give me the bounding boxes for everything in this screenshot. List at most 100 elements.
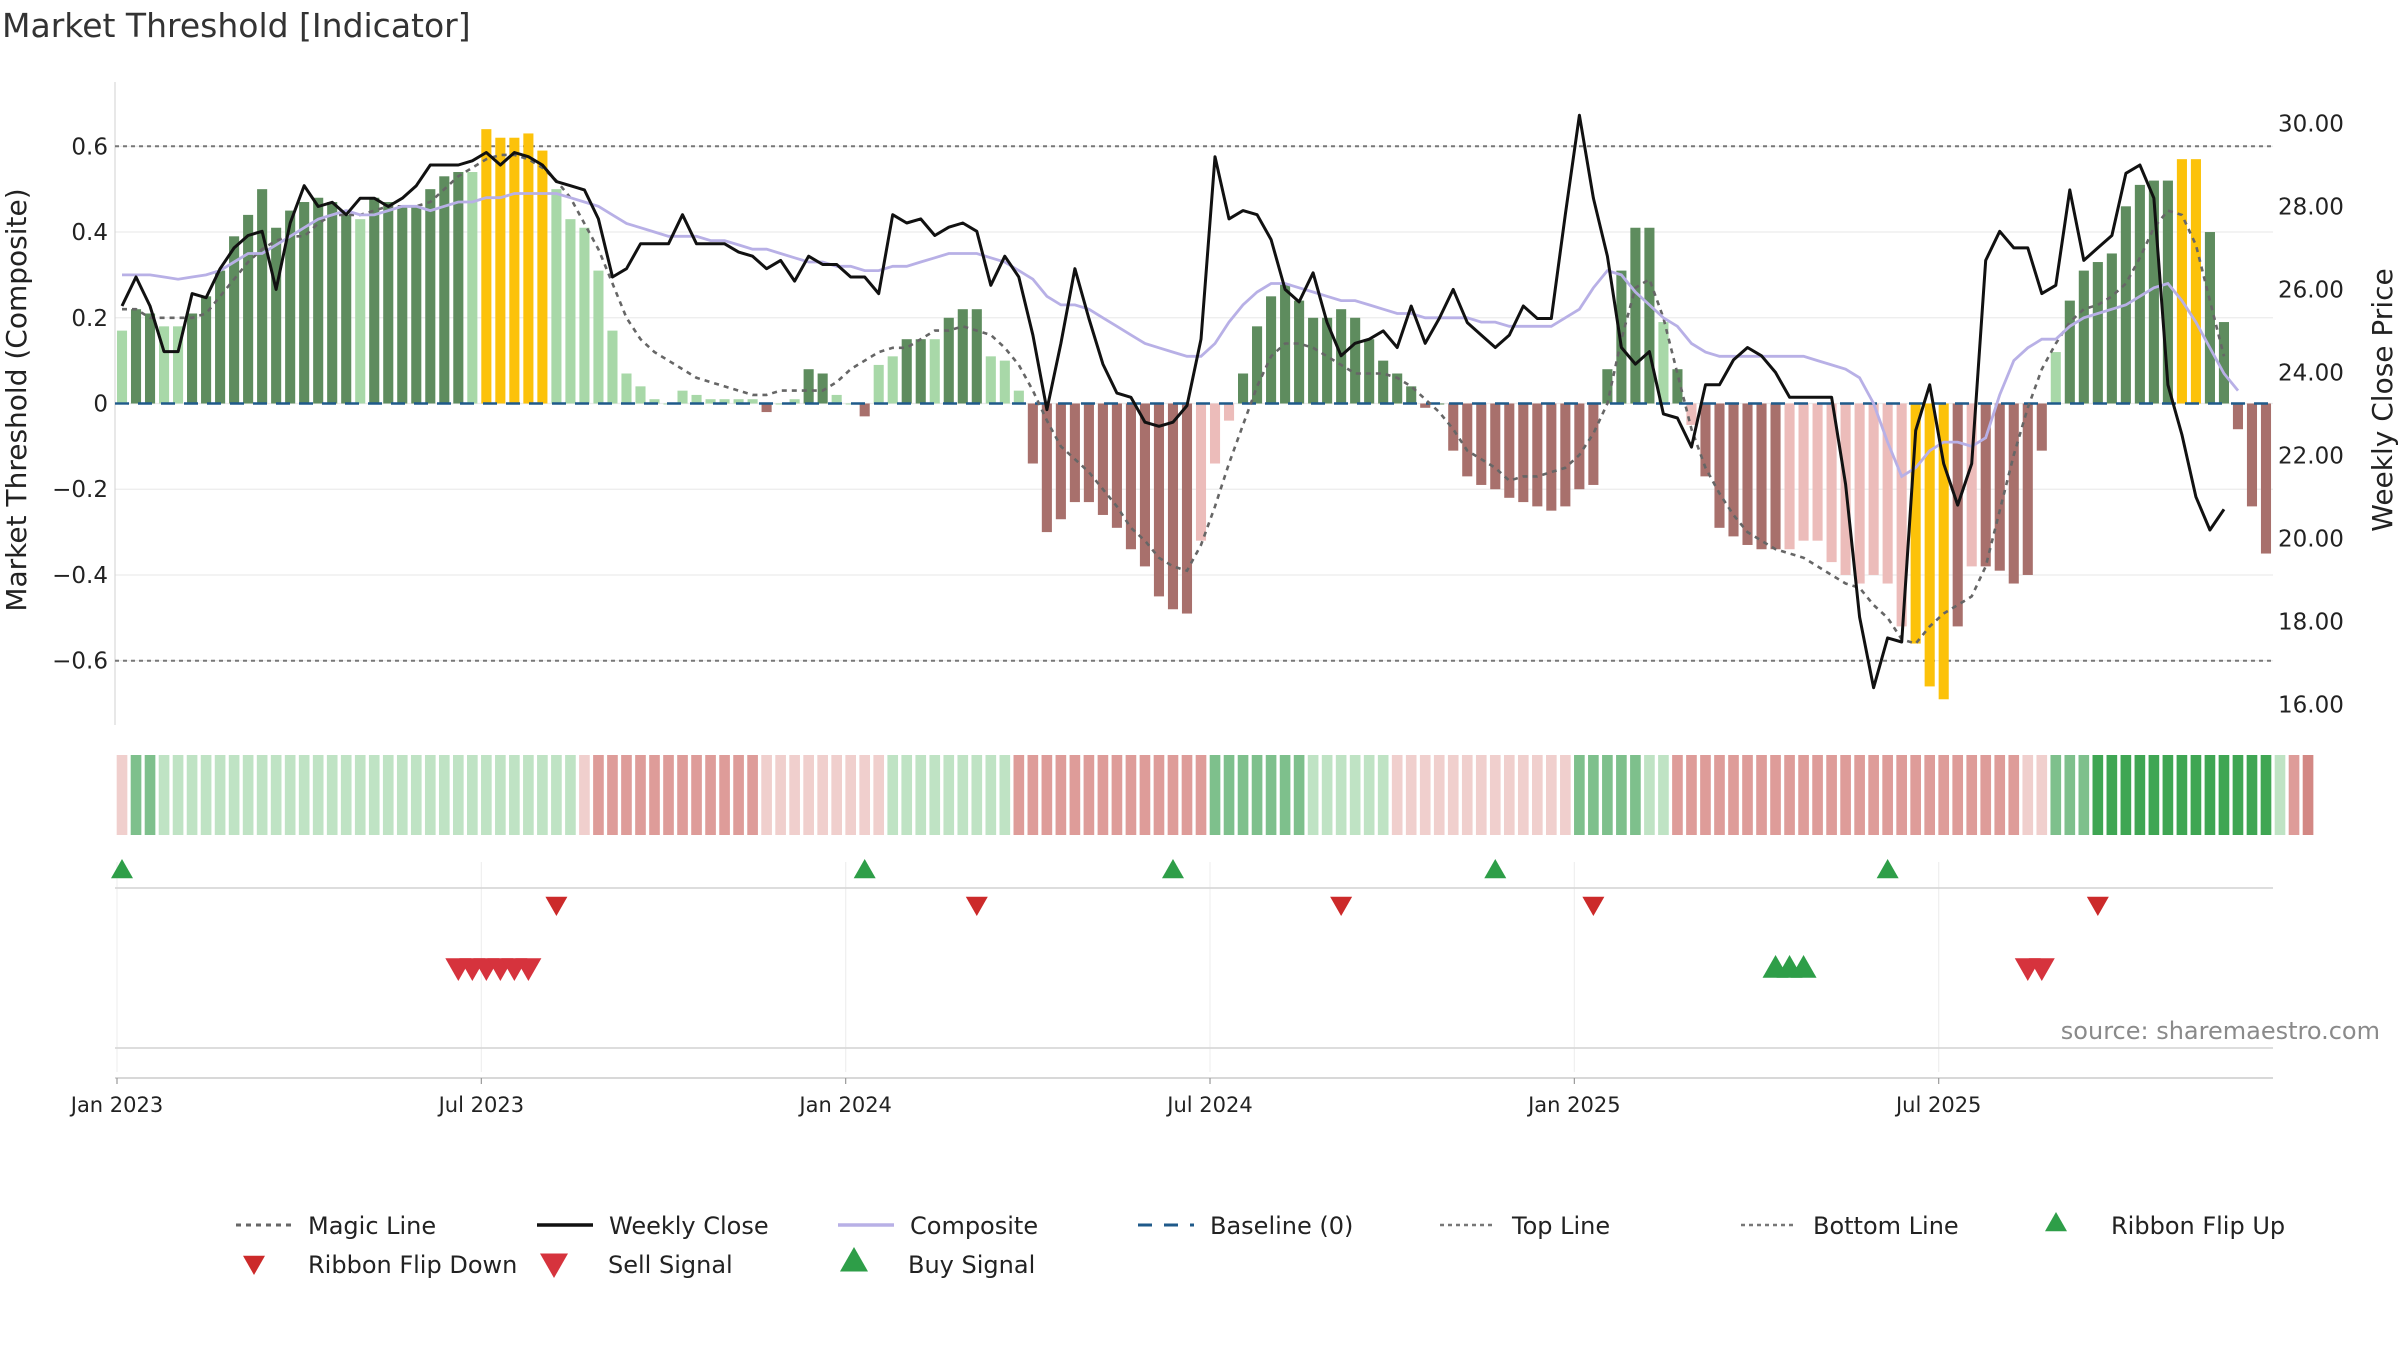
ribbon-cell — [1700, 755, 1711, 835]
ribbon-cell — [1812, 755, 1823, 835]
ribbon-cell — [509, 755, 520, 835]
ribbon-cell — [1419, 755, 1431, 835]
ribbon-cell — [410, 755, 422, 835]
histogram-bar — [411, 206, 422, 404]
ribbon-cell — [1714, 755, 1725, 835]
legend-label: Top Line — [1511, 1212, 1610, 1240]
histogram-bar — [1560, 403, 1571, 507]
histogram-bar — [1209, 403, 1221, 464]
histogram-bar — [187, 313, 198, 404]
x-tick-label: Jul 2023 — [437, 1093, 524, 1117]
histogram-bar — [1742, 403, 1753, 545]
ribbon-cell — [2050, 755, 2062, 835]
legend: Magic Line Weekly Close Composite Baseline … — [236, 1212, 2285, 1279]
histogram-bar — [1420, 403, 1431, 408]
left-tick-label: 0 — [93, 392, 108, 418]
histogram-bar — [1153, 403, 1165, 597]
ribbon-cell — [200, 755, 212, 835]
legend-swatch-flip-down — [243, 1255, 265, 1275]
histogram-bar — [1392, 373, 1403, 404]
histogram-bar — [1770, 403, 1781, 550]
ribbon-cell — [1531, 755, 1543, 835]
histogram-bar — [817, 373, 828, 404]
histogram-bar — [383, 202, 394, 404]
ribbon-cell — [2218, 755, 2230, 835]
ribbon-cell — [1503, 755, 1515, 835]
histogram-bar — [2246, 403, 2258, 507]
ribbon-flip-down-marker — [965, 896, 988, 916]
ribbon-cell — [2106, 755, 2118, 835]
histogram-bar — [2078, 270, 2089, 404]
ribbon-cell — [971, 755, 983, 835]
histogram-bar — [607, 330, 618, 404]
histogram-bar — [439, 176, 450, 404]
ribbon-cell — [1293, 755, 1305, 835]
histogram-bar — [1308, 317, 1319, 404]
histogram-bar — [719, 399, 730, 404]
histogram-bar — [1896, 403, 1907, 627]
histogram-bar — [2232, 403, 2244, 430]
ribbon-cell — [593, 755, 604, 835]
ribbon-cell — [1630, 755, 1641, 835]
histogram-bar — [425, 189, 436, 404]
state-ribbon — [116, 755, 2314, 835]
histogram-bar — [2106, 253, 2117, 404]
histogram-bar — [859, 403, 870, 417]
histogram-bar — [1181, 403, 1193, 614]
histogram-bar — [2036, 403, 2047, 451]
right-tick-label: 28.00 — [2278, 194, 2344, 220]
ribbon-cell — [663, 755, 674, 835]
histogram-bar — [691, 394, 702, 404]
legend-label: Ribbon Flip Down — [308, 1251, 517, 1279]
histogram-bar — [144, 313, 156, 404]
histogram-bar — [1378, 360, 1389, 404]
histogram-bar — [495, 137, 506, 404]
histogram-bar — [2134, 184, 2145, 404]
ribbon-cell — [2022, 755, 2034, 835]
ribbon-cell — [2008, 755, 2020, 835]
ribbon-cell — [1083, 755, 1095, 835]
histogram-bar — [257, 189, 268, 404]
histogram-bar — [1266, 296, 1277, 404]
histogram-bar — [649, 399, 660, 404]
ribbon-cell — [1798, 755, 1809, 835]
histogram-bar — [1952, 403, 1963, 627]
histogram-bar — [1490, 403, 1501, 490]
ribbon-cell — [2092, 755, 2104, 835]
histogram-bar — [453, 172, 464, 404]
histogram-bar — [1574, 403, 1585, 490]
histogram-bar — [2162, 180, 2173, 404]
ribbon-cell — [1125, 755, 1137, 835]
ribbon-cell — [1840, 755, 1851, 835]
ribbon-cell — [1770, 755, 1781, 835]
ribbon-flip-up-marker — [853, 859, 876, 879]
histogram-bar — [285, 210, 296, 404]
right-y-axis: 30.00 28.00 26.00 24.00 22.00 20.00 18.00 16.00 — [2278, 111, 2344, 718]
ribbon-cell — [1041, 755, 1053, 835]
ribbon-flip-up-marker — [1876, 859, 1899, 879]
ribbon-cell — [1742, 755, 1753, 835]
ribbon-cell — [635, 755, 646, 835]
histogram-bar — [2218, 322, 2229, 404]
histogram-bar — [775, 403, 786, 405]
ribbon-cell — [1111, 755, 1123, 835]
ribbon-cell — [1994, 755, 2006, 835]
ribbon-cell — [1868, 755, 1879, 835]
legend-label: Ribbon Flip Up — [2111, 1212, 2285, 1240]
ribbon-cell — [312, 755, 324, 835]
histogram-bar — [1476, 403, 1487, 485]
ribbon-cell — [705, 755, 716, 835]
x-tick-label: Jul 2024 — [1165, 1093, 1252, 1117]
ribbon-cell — [1644, 755, 1655, 835]
right-axis-label: Weekly Close Price — [2366, 268, 2399, 531]
histogram-bar — [1546, 403, 1557, 511]
histogram-bar — [789, 399, 800, 404]
histogram-bar — [2092, 262, 2103, 404]
histogram-bar — [341, 214, 352, 404]
histogram-bar — [579, 227, 590, 404]
histogram-bar — [901, 339, 912, 404]
histogram-bar — [1630, 227, 1641, 404]
ribbon-cell — [326, 755, 338, 835]
ribbon-cell — [607, 755, 618, 835]
histogram-bar — [509, 137, 520, 404]
